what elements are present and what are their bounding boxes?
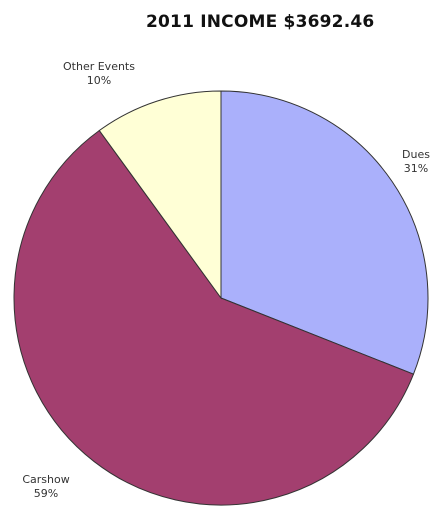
slice-percent-dues: 31% [404,162,428,175]
pie-slice-carshow [13,129,415,506]
pie-slice-other-events [98,90,222,300]
slice-label-dues: Dues [402,148,430,161]
slice-percent-carshow: 59% [34,487,58,500]
chart-title: 2011 INCOME $3692.46 [146,12,375,32]
pie-slices [13,90,429,506]
pie-slice-dues [220,90,429,375]
slice-label-carshow: Carshow [22,473,69,486]
slice-percent-other-events: 10% [87,74,111,87]
slice-label-other-events: Other Events [63,60,135,73]
